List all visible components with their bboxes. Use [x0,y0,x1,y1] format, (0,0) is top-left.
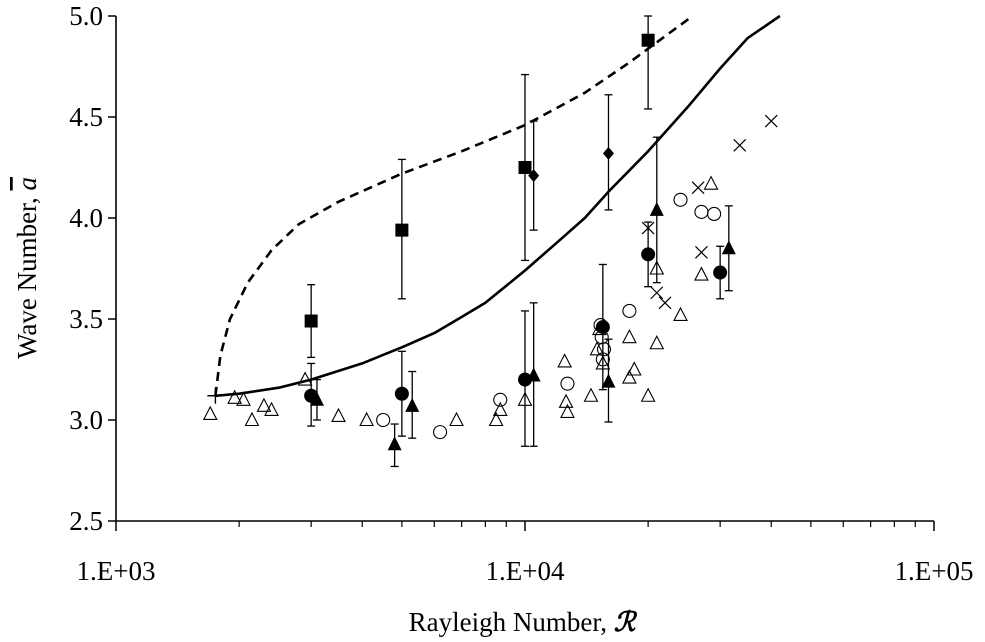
y-tick-label-2: 3.5 [69,304,103,334]
open-triangle-point-18 [591,320,607,336]
cross-point-4 [695,245,708,259]
x-tick-label-0: 1.E+03 [77,556,156,586]
open-triangle-point-27 [694,266,709,281]
plot-area [202,14,781,468]
filled-square-point-3 [641,33,655,47]
cross-point-2 [658,296,672,310]
filled-triangle-point-4 [601,373,616,388]
open-triangle-point-0 [202,405,218,420]
filled-square-point-2 [518,161,532,174]
open-circle-point-3 [560,376,575,391]
x-axis-title: Rayleigh Number, ℛ [409,607,638,637]
open-triangle-point-24 [649,335,665,350]
open-triangle-point-28 [703,175,719,190]
filled-triangle-point-1 [387,436,402,451]
open-triangle-point-17 [589,341,605,356]
y-axis-title-symbol: a [12,177,42,191]
filled-triangle-point-5 [649,201,664,216]
open-triangle-point-23 [640,387,656,402]
plus-point-0 [207,387,224,404]
y-tick-label-1: 3.0 [69,405,103,435]
filled-circle-point-2 [518,372,532,387]
y-tick-label-0: 2.5 [69,506,103,536]
open-circle-point-4 [593,318,608,333]
open-triangle-point-5 [264,401,279,416]
filled-triangle-point-2 [405,397,420,412]
x-axis-title-symbol: ℛ [614,607,638,637]
x-tick-label-1: 1.E+04 [486,556,565,586]
y-tick-label-4: 4.5 [69,102,103,132]
open-triangle-point-13 [557,353,573,368]
y-axis-title: Wave Number, a [12,177,42,359]
filled-circle-point-5 [713,265,728,280]
open-triangle-point-6 [297,371,313,386]
filled-circle-point-4 [641,247,656,262]
open-triangle-point-15 [560,403,575,418]
open-triangle-point-16 [583,387,599,402]
open-triangle-point-12 [517,391,533,406]
open-triangle-point-2 [236,391,251,406]
open-circle-point-10 [694,204,709,219]
open-triangle-point-1 [227,389,243,404]
solid-curve [215,14,781,398]
cross-point-3 [691,181,705,195]
open-circle-point-9 [673,192,688,207]
open-triangle-point-4 [256,397,272,412]
open-circle-point-8 [622,303,637,318]
open-triangle-point-19 [595,355,611,370]
open-triangle-point-22 [626,361,642,376]
filled-diamond-point-0 [528,169,540,183]
open-triangle-point-20 [622,369,637,384]
cross-point-6 [764,114,778,128]
filled-square-point-1 [395,223,409,237]
filled-square-point-0 [304,314,318,328]
open-circle-point-11 [707,206,722,222]
cross-point-1 [650,286,664,300]
open-circle-point-6 [595,352,610,367]
open-triangle-point-10 [488,411,504,427]
filled-triangle-point-3 [526,367,541,382]
open-circle-point-2 [493,392,508,407]
open-triangle-point-21 [622,328,637,344]
open-triangle-point-3 [244,411,260,427]
open-triangle-point-11 [492,401,508,416]
y-tick-label-5: 5.0 [69,1,103,31]
open-triangle-point-25 [649,260,665,275]
open-circle-point-7 [596,342,612,357]
open-circle-point-0 [376,412,391,428]
open-triangle-point-26 [673,306,688,322]
filled-circle-point-1 [394,386,409,401]
y-tick-label-3: 4.0 [69,203,103,233]
filled-diamond-point-1 [602,146,614,160]
open-triangle-point-8 [359,411,375,427]
open-triangle-point-14 [558,393,574,408]
open-triangle-point-7 [331,407,346,423]
open-circle-point-1 [433,425,448,440]
filled-triangle-point-6 [721,240,736,255]
cross-point-0 [641,221,655,235]
dashed-curve [214,14,694,396]
open-triangle-point-9 [449,411,464,427]
filled-triangle-point-0 [309,391,324,406]
x-tick-label-2: 1.E+05 [895,556,974,586]
axes: 2.5 3.0 3.5 4.0 4.5 5.0 1.E+03 1.E+04 1.E+05 [69,1,973,586]
cross-point-5 [733,138,747,152]
